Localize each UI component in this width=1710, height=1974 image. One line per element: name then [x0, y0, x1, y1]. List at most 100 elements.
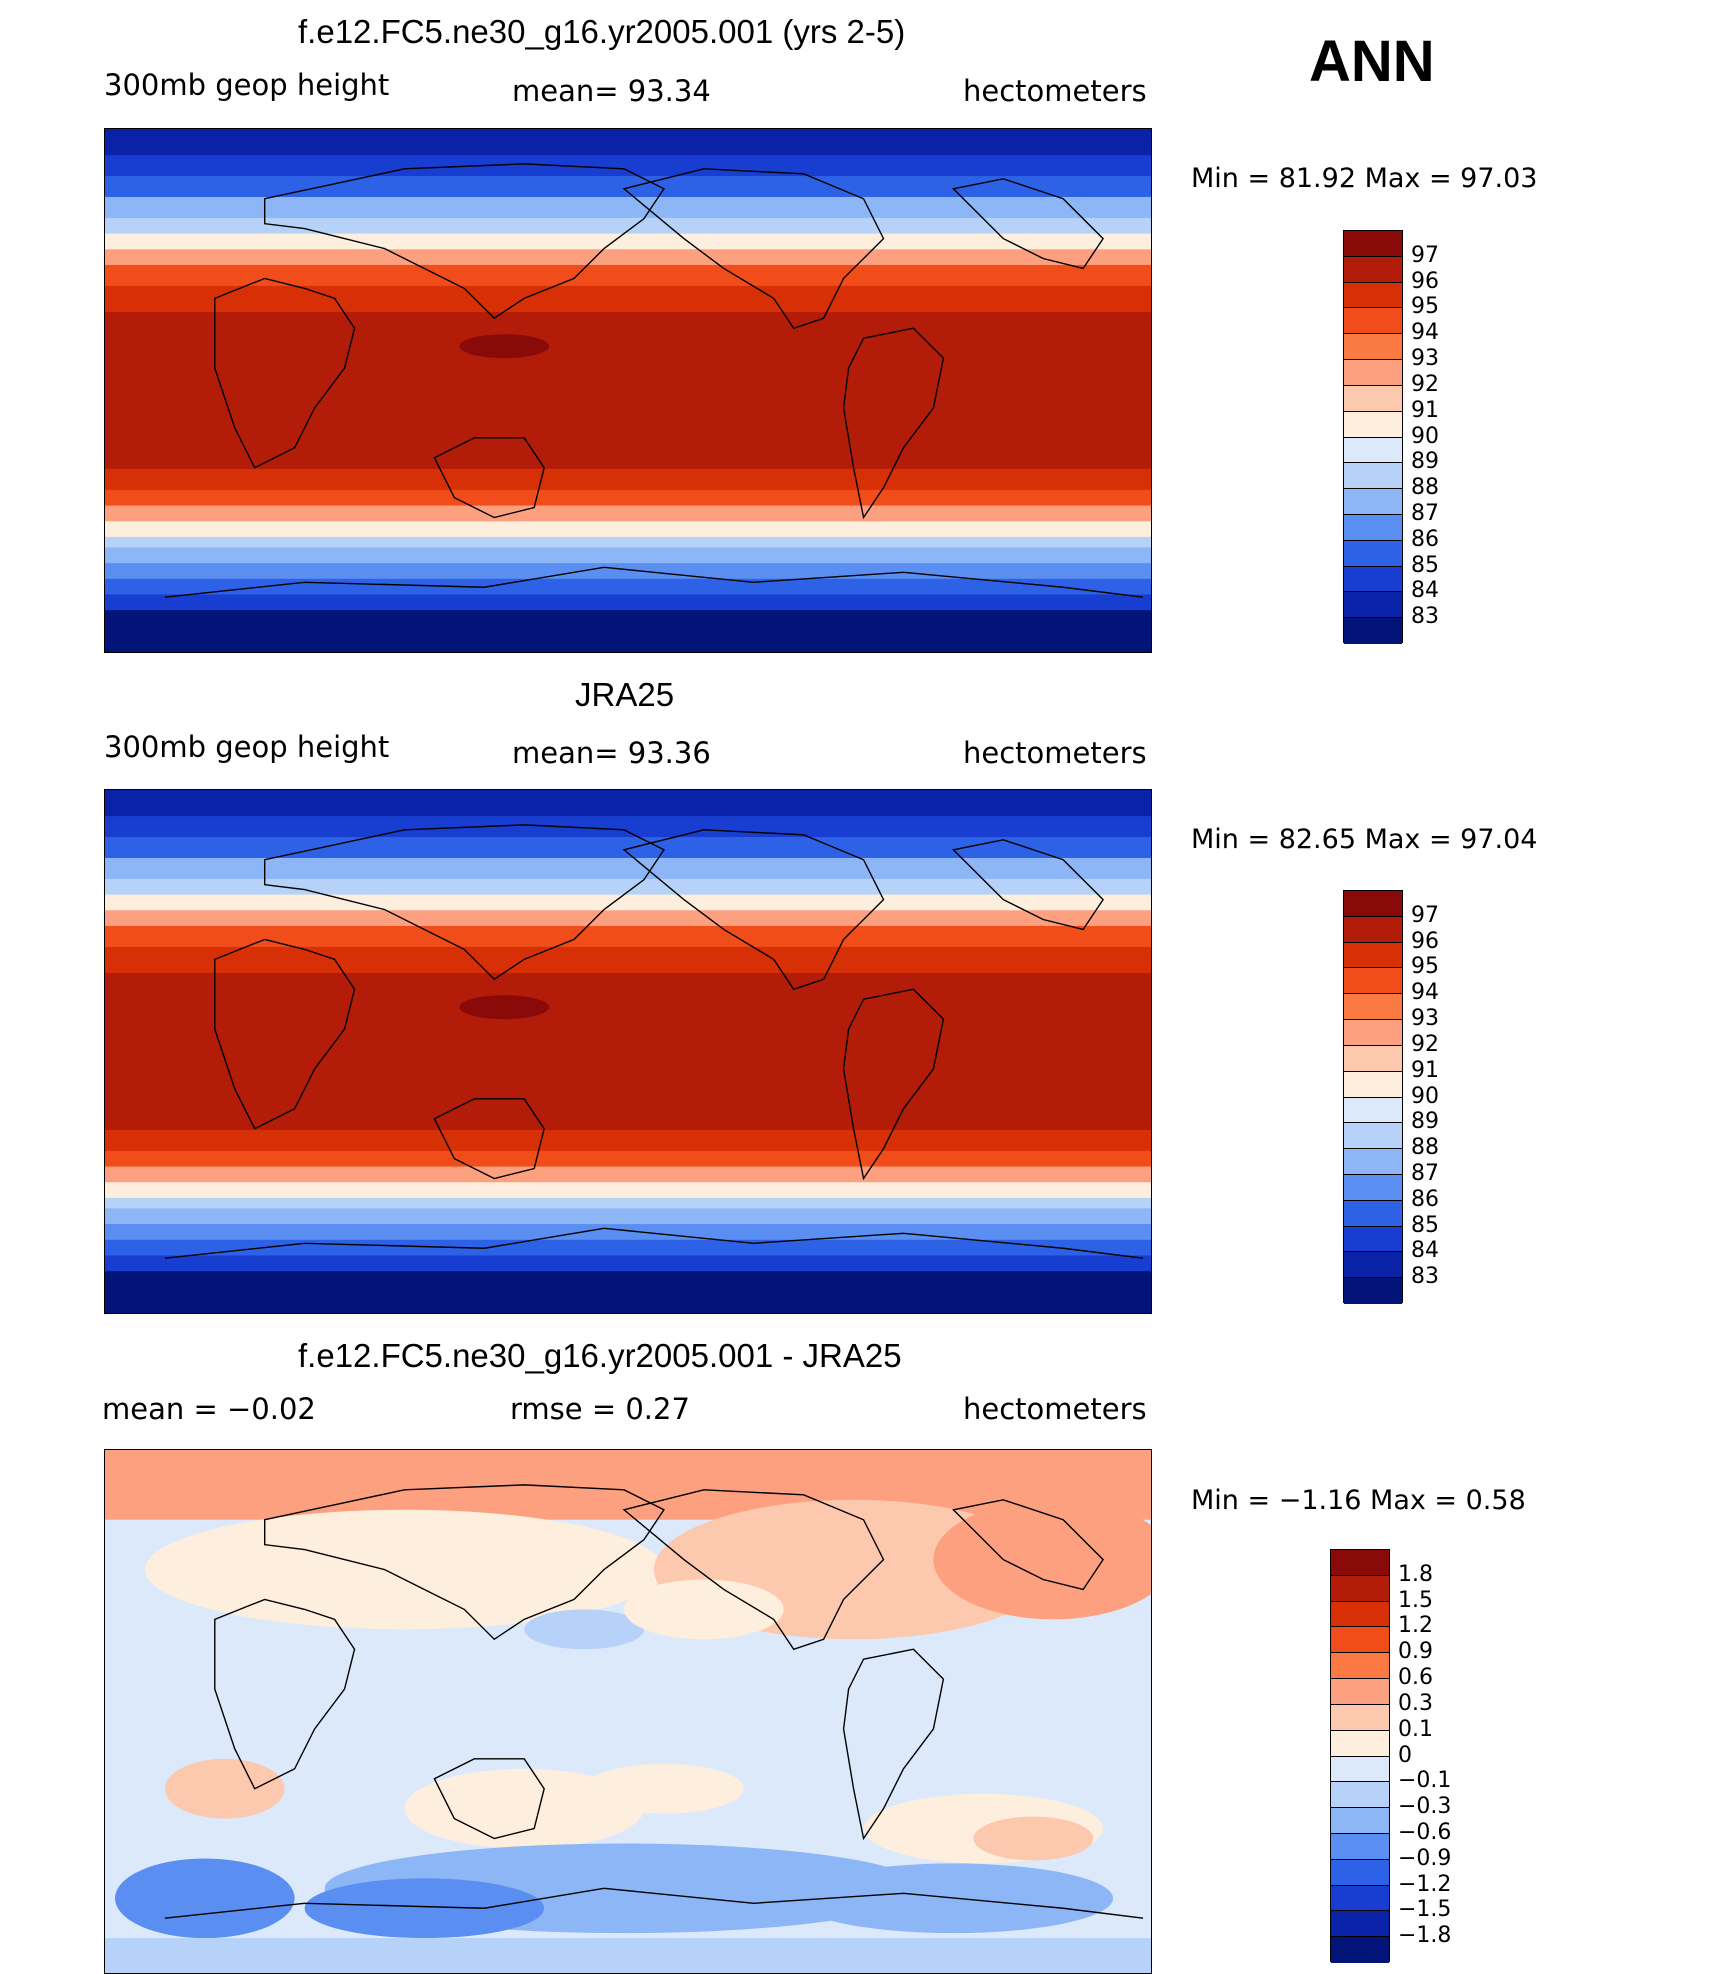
colorbar-swatch	[1344, 916, 1402, 943]
colorbar-tick-label: 87	[1411, 500, 1439, 526]
colorbar-swatch	[1344, 994, 1402, 1021]
colorbar-swatch	[1331, 1601, 1389, 1628]
colorbar-swatch	[1344, 385, 1402, 412]
colorbar-swatch	[1331, 1911, 1389, 1938]
colorbar-swatch	[1331, 1730, 1389, 1757]
panel-title: f.e12.FC5.ne30_g16.yr2005.001 (yrs 2-5)	[298, 13, 906, 50]
colorbar-swatch	[1344, 411, 1402, 438]
mean-label: mean = −0.02	[102, 1392, 316, 1426]
colorbar-swatch	[1344, 1200, 1402, 1227]
colorbar-swatch	[1331, 1653, 1389, 1680]
colorbar-tick-label: 0	[1398, 1742, 1412, 1768]
colorbar-swatch	[1331, 1782, 1389, 1809]
colorbar	[1343, 890, 1403, 1304]
colorbar-swatch	[1344, 1252, 1402, 1279]
colorbar-swatch	[1344, 1149, 1402, 1175]
colorbar-swatch	[1344, 463, 1402, 490]
colorbar-tick-label: −1.5	[1398, 1897, 1452, 1923]
colorbar-tick-label: 96	[1411, 268, 1439, 294]
colorbar	[1343, 230, 1403, 644]
colorbar-tick-label: 83	[1411, 604, 1439, 630]
colorbar-tick-label: 92	[1411, 1031, 1439, 1057]
colorbar-tick-label: 95	[1411, 954, 1439, 980]
contour-fill	[105, 129, 1151, 652]
contour-map	[104, 789, 1152, 1314]
rmse-label: rmse = 0.27	[510, 1392, 690, 1426]
colorbar-tick-label: 90	[1411, 423, 1439, 449]
colorbar-tick-label: 89	[1411, 1109, 1439, 1135]
contour-fill	[105, 1450, 1151, 1973]
contour-map	[104, 1449, 1152, 1974]
colorbar-tick-label: 93	[1411, 346, 1439, 372]
colorbar-swatch	[1344, 256, 1402, 283]
colorbar-swatch	[1331, 1937, 1389, 1963]
colorbar-tick-label: 83	[1411, 1264, 1439, 1290]
colorbar-swatch	[1331, 1550, 1389, 1576]
units-label: hectometers	[963, 1392, 1147, 1426]
colorbar-tick-label: −1.8	[1398, 1923, 1452, 1949]
colorbar-tick-label: 88	[1411, 475, 1439, 501]
colorbar-swatch	[1331, 1808, 1389, 1834]
colorbar-swatch	[1331, 1575, 1389, 1602]
colorbar-swatch	[1344, 1278, 1402, 1304]
contour-fill	[105, 790, 1151, 1313]
colorbar-swatch	[1344, 1123, 1402, 1150]
colorbar-swatch	[1331, 1756, 1389, 1783]
colorbar-swatch	[1344, 566, 1402, 593]
colorbar-tick-label: −1.2	[1398, 1871, 1452, 1897]
colorbar-tick-label: 89	[1411, 449, 1439, 475]
min-max-label: Min = 82.65 Max = 97.04	[1191, 824, 1538, 855]
colorbar-swatch	[1344, 618, 1402, 644]
colorbar-swatch	[1344, 1097, 1402, 1124]
colorbar-tick-label: −0.1	[1398, 1768, 1452, 1794]
colorbar-swatch	[1344, 360, 1402, 386]
colorbar-swatch	[1344, 437, 1402, 464]
colorbar-tick-label: −0.6	[1398, 1819, 1452, 1845]
colorbar	[1330, 1549, 1390, 1963]
colorbar-swatch	[1344, 942, 1402, 969]
colorbar-swatch	[1344, 540, 1402, 567]
colorbar-swatch	[1331, 1859, 1389, 1886]
colorbar-tick-label: 1.8	[1398, 1561, 1433, 1587]
units-label: hectometers	[963, 736, 1147, 770]
colorbar-tick-label: 85	[1411, 1212, 1439, 1238]
colorbar-tick-label: 94	[1411, 980, 1439, 1006]
colorbar-swatch	[1331, 1627, 1389, 1654]
colorbar-tick-label: 87	[1411, 1160, 1439, 1186]
min-max-label: Min = 81.92 Max = 97.03	[1191, 163, 1538, 194]
variable-label: 300mb geop height	[104, 68, 390, 102]
colorbar-swatch	[1331, 1679, 1389, 1705]
panel-title: f.e12.FC5.ne30_g16.yr2005.001 - JRA25	[298, 1337, 902, 1374]
colorbar-tick-label: 86	[1411, 1186, 1439, 1212]
colorbar-swatch	[1344, 1226, 1402, 1253]
colorbar-tick-label: 91	[1411, 1057, 1439, 1083]
colorbar-swatch	[1344, 1020, 1402, 1046]
colorbar-tick-label: 85	[1411, 552, 1439, 578]
colorbar-tick-label: 95	[1411, 294, 1439, 320]
colorbar-tick-label: 0.6	[1398, 1665, 1433, 1691]
colorbar-swatch	[1344, 1071, 1402, 1098]
colorbar-tick-label: 91	[1411, 397, 1439, 423]
colorbar-tick-label: 96	[1411, 928, 1439, 954]
colorbar-tick-label: 0.1	[1398, 1716, 1433, 1742]
panel-title: JRA25	[575, 676, 675, 713]
units-label: hectometers	[963, 74, 1147, 108]
colorbar-tick-label: 90	[1411, 1083, 1439, 1109]
colorbar-tick-label: 97	[1411, 242, 1439, 268]
contour-map	[104, 128, 1152, 653]
mean-label: mean= 93.36	[512, 736, 711, 770]
colorbar-tick-label: 1.2	[1398, 1613, 1433, 1639]
colorbar-swatch	[1344, 514, 1402, 541]
variable-label: 300mb geop height	[104, 730, 390, 764]
colorbar-swatch	[1331, 1885, 1389, 1912]
colorbar-swatch	[1331, 1704, 1389, 1731]
colorbar-swatch	[1344, 592, 1402, 619]
mean-label: mean= 93.34	[512, 74, 711, 108]
colorbar-swatch	[1344, 334, 1402, 361]
colorbar-tick-label: 86	[1411, 526, 1439, 552]
colorbar-swatch	[1331, 1833, 1389, 1860]
colorbar-tick-label: 88	[1411, 1135, 1439, 1161]
colorbar-tick-label: 1.5	[1398, 1587, 1433, 1613]
colorbar-tick-label: 97	[1411, 902, 1439, 928]
colorbar-tick-label: 0.3	[1398, 1690, 1433, 1716]
